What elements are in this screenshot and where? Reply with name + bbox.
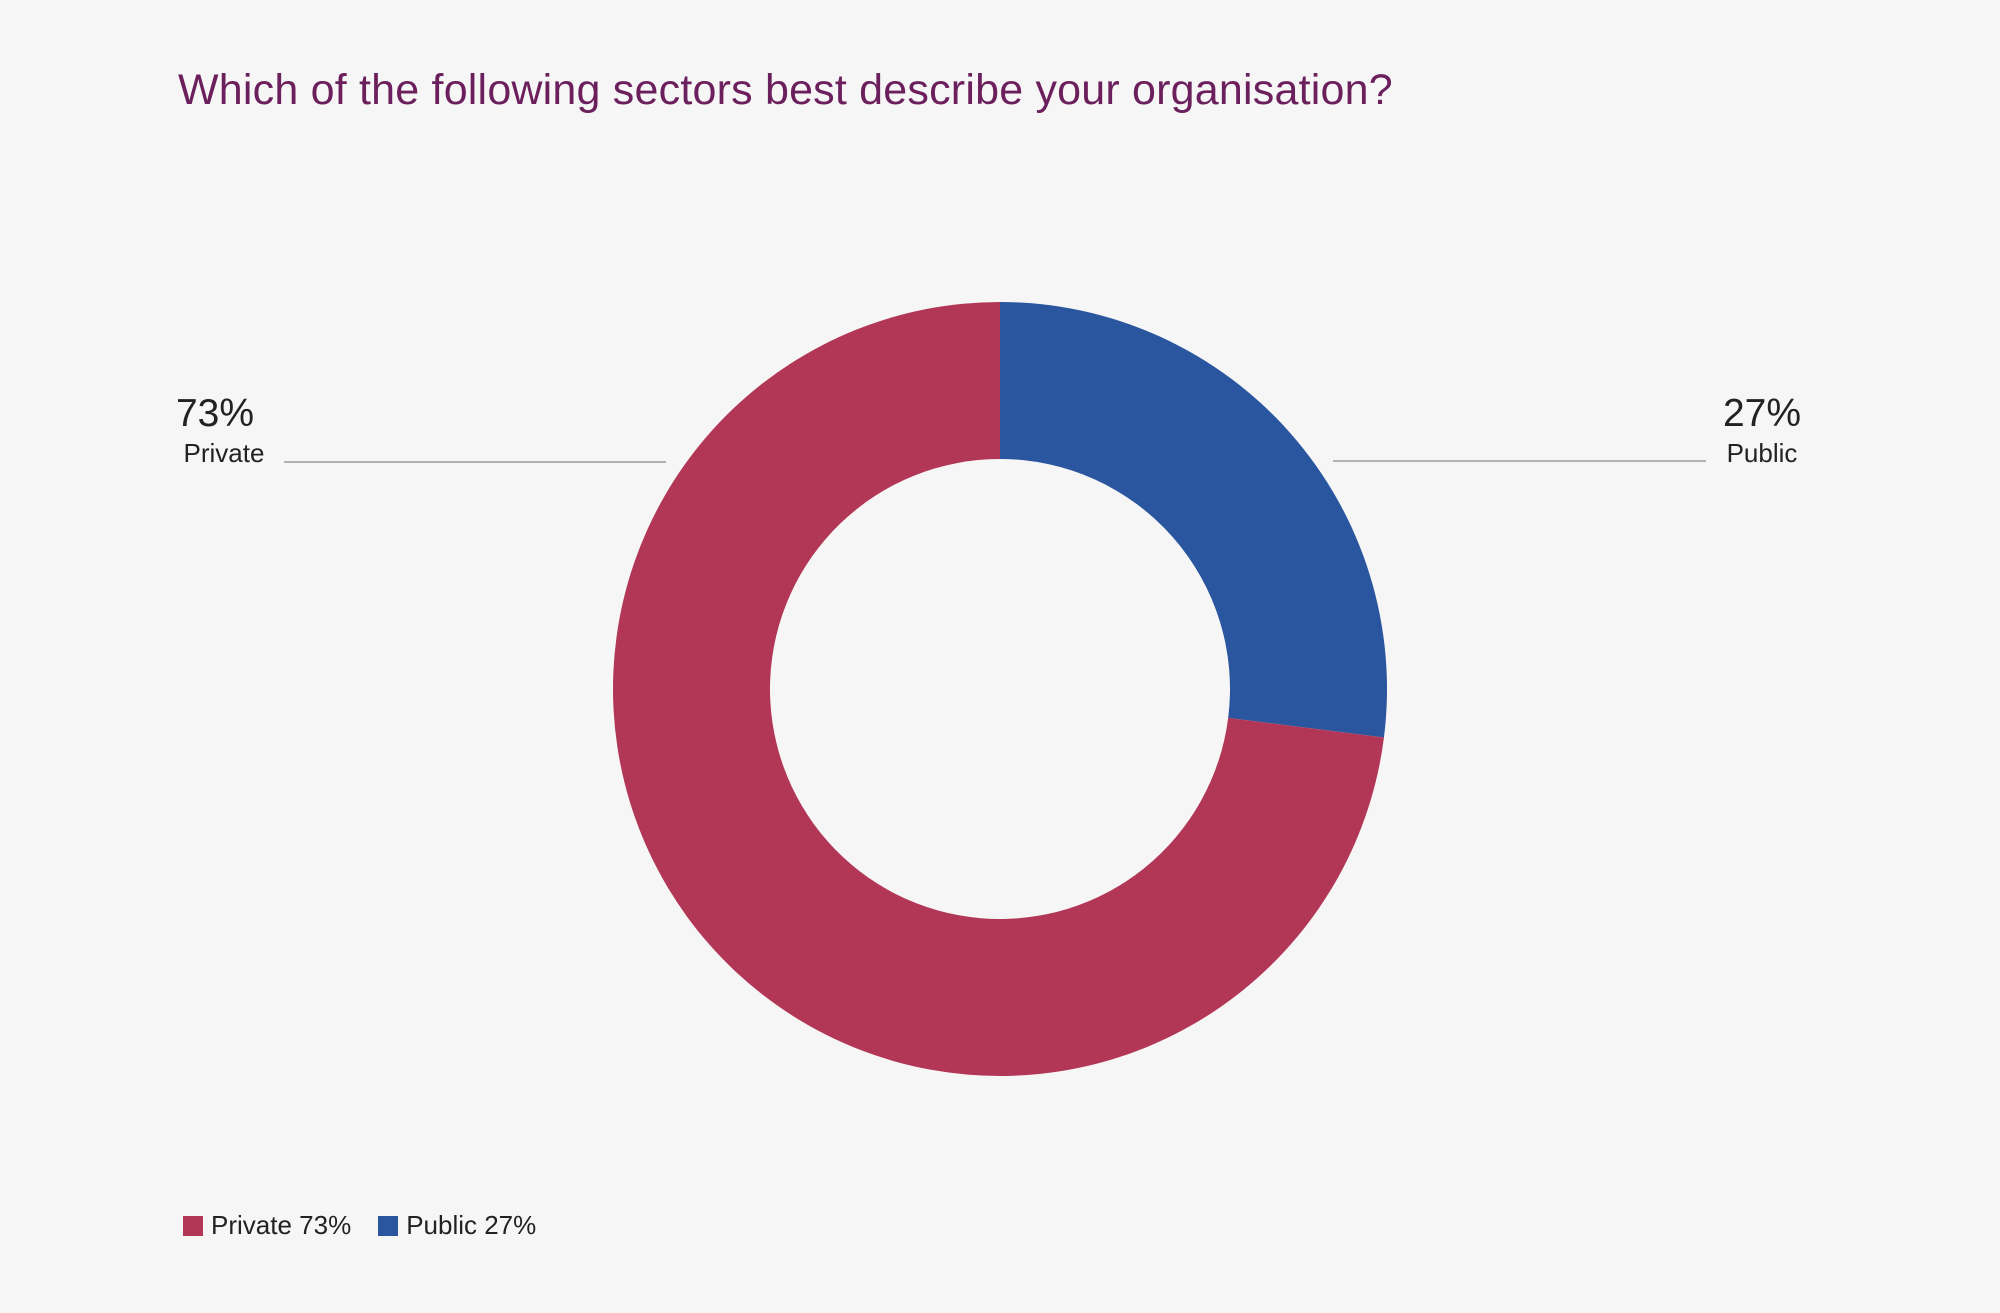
chart-title: Which of the following sectors best desc…	[178, 66, 1393, 114]
legend-swatch-public	[378, 1215, 399, 1236]
legend-item-private[interactable]: Private 73%	[183, 1210, 351, 1241]
legend-label-public: Public 27%	[406, 1210, 537, 1240]
data-label-value-public: 27%	[1723, 392, 1801, 435]
legend: Private 73% Public 27%	[183, 1210, 563, 1241]
callouts-layer: 73%Private 27%Public	[176, 392, 1801, 468]
data-label-name-public: Public	[1727, 438, 1798, 468]
slice-public[interactable]	[1000, 302, 1387, 738]
legend-item-public[interactable]: Public 27%	[378, 1210, 536, 1241]
legend-swatch-private	[183, 1215, 203, 1236]
legend-label-private: Private 73%	[211, 1210, 352, 1240]
data-label-value-private: 73%	[176, 392, 254, 435]
data-label-name-private: Private	[184, 438, 265, 468]
slice-private[interactable]	[613, 302, 1384, 1076]
slices-layer	[613, 302, 1387, 1076]
